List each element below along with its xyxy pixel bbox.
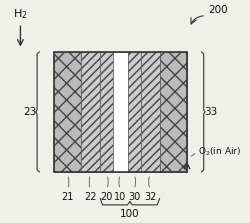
Text: H$_2$: H$_2$ (13, 7, 28, 21)
Bar (128, 52, 141, 172)
Text: 23: 23 (23, 107, 36, 117)
Text: 21: 21 (61, 192, 74, 202)
Text: 100: 100 (120, 209, 140, 219)
Text: O$_2$(in Air): O$_2$(in Air) (198, 145, 241, 157)
Text: 30: 30 (128, 192, 140, 202)
Bar (113, 52, 128, 172)
Text: 32: 32 (144, 192, 156, 202)
Bar (100, 52, 113, 172)
Bar (141, 52, 160, 172)
Text: 33: 33 (204, 107, 218, 117)
Bar (160, 52, 187, 172)
Text: 20: 20 (100, 192, 113, 202)
Bar (54, 52, 81, 172)
Text: 10: 10 (114, 192, 126, 202)
Text: 22: 22 (84, 192, 97, 202)
Bar (81, 52, 100, 172)
Bar (54, 52, 187, 172)
Text: 200: 200 (208, 4, 228, 14)
